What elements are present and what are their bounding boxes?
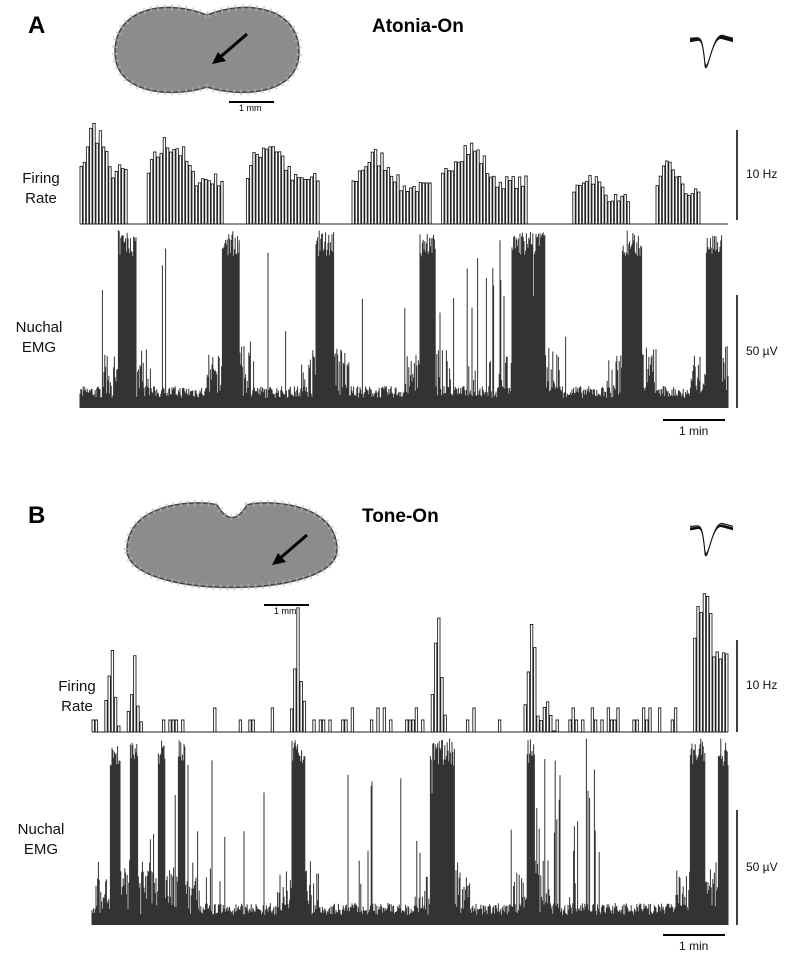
emg-scale-label: 50 µV	[746, 859, 778, 874]
time-scale-label: 1 min	[679, 939, 709, 953]
firing-rate-trace	[91, 593, 729, 732]
emg-trace	[79, 230, 729, 408]
firing-rate-label: Firing Rate	[58, 678, 96, 715]
emg-scale-label: 50 µV	[746, 343, 778, 358]
panel-title: Atonia-On	[372, 16, 464, 37]
fr-scale-label: 10 Hz	[746, 678, 778, 692]
brain-slice	[114, 6, 300, 94]
arrow	[217, 32, 248, 61]
time-scale-label: 1 min	[679, 424, 709, 438]
arrow-head	[212, 52, 226, 64]
spike-waveform	[689, 522, 734, 557]
spike-waveform	[689, 34, 734, 69]
mm-scale-label: 1 mm	[239, 103, 262, 113]
emg-label: Nuchal EMG	[15, 319, 63, 356]
mm-scale-label: 1 mm	[274, 606, 297, 616]
firing-rate-label: Firing Rate	[22, 170, 60, 207]
firing-rate-trace	[79, 123, 701, 224]
arrow-head	[272, 553, 286, 565]
slice-texture	[111, 4, 303, 96]
brain-slice	[126, 502, 338, 589]
panel-title: Tone-On	[362, 506, 439, 527]
panel-label: B	[28, 502, 46, 529]
emg-trace	[91, 738, 729, 925]
fr-scale-label: 10 Hz	[746, 167, 778, 181]
emg-label: Nuchal EMG	[17, 821, 65, 858]
panel-label: A	[28, 12, 46, 39]
arrow	[277, 533, 308, 562]
